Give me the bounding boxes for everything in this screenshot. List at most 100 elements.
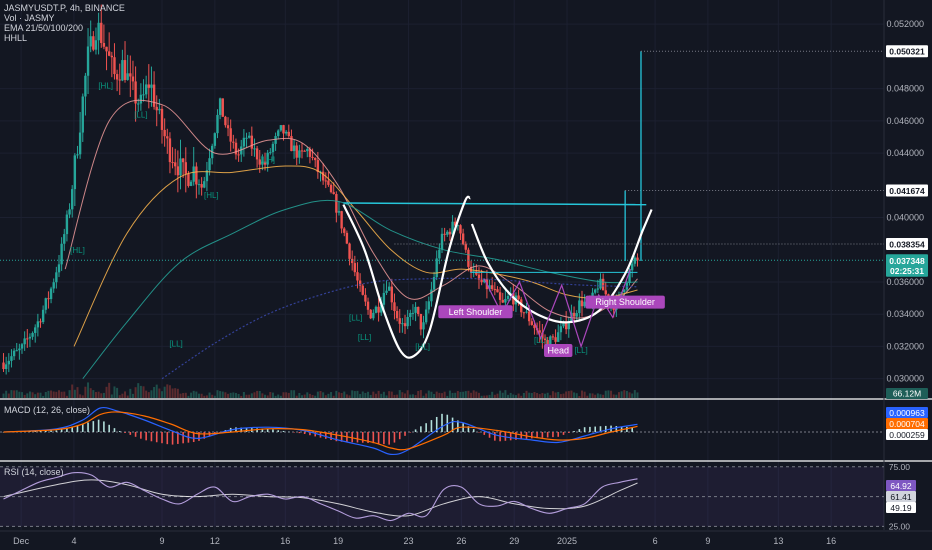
hhll-label-1: [HL] xyxy=(98,82,113,91)
candle-176 xyxy=(467,247,470,272)
volume-bar xyxy=(345,394,348,398)
candle-body xyxy=(345,232,349,244)
candle-body xyxy=(118,79,121,81)
candle-139 xyxy=(369,309,372,320)
volume-bar xyxy=(625,390,628,398)
macd-pane-label[interactable]: MACD (12, 26, close) xyxy=(4,405,91,415)
volume-bar xyxy=(224,392,227,398)
volume-bar xyxy=(269,392,272,398)
candle-2 xyxy=(7,353,11,373)
macd-value-bg xyxy=(886,429,928,440)
volume-bar xyxy=(623,390,626,398)
candle-26 xyxy=(70,185,74,218)
macd-hist-bar xyxy=(303,432,306,434)
candle-body xyxy=(628,270,631,284)
candle-208 xyxy=(551,334,555,341)
hhll-label-7: [LL] xyxy=(358,333,371,342)
candle-body xyxy=(530,321,534,325)
candle-217 xyxy=(575,310,578,321)
candle-body xyxy=(358,280,362,286)
candle-body xyxy=(179,158,182,176)
candle-body xyxy=(292,145,296,152)
rsi-pane-label[interactable]: RSI (14, close) xyxy=(4,467,64,477)
candle-body xyxy=(195,166,198,185)
candle-body xyxy=(31,332,34,337)
candle-body xyxy=(200,184,203,188)
candle-body xyxy=(583,301,586,307)
candle-body xyxy=(137,103,140,105)
volume-bar xyxy=(287,392,290,398)
rsi-value-bg xyxy=(886,502,916,513)
macd-hist-bar xyxy=(567,432,570,433)
candle-body xyxy=(549,336,552,349)
candle-body xyxy=(438,249,441,259)
volume-bar xyxy=(448,390,451,398)
volume-bar xyxy=(612,394,615,398)
candle-body xyxy=(295,145,298,158)
macd-hist-bar xyxy=(55,430,58,432)
legend-line-volume[interactable]: Vol · JASMY xyxy=(4,13,55,23)
rsi-value-2 xyxy=(886,502,916,513)
volume-bar xyxy=(282,392,285,398)
candle-body xyxy=(73,155,77,190)
volume-bar xyxy=(575,393,578,398)
candle-body xyxy=(189,181,193,186)
candle-4 xyxy=(12,348,16,361)
candle-body xyxy=(411,312,415,314)
volume-bar xyxy=(65,395,68,398)
candle-body xyxy=(205,170,209,182)
candle-160 xyxy=(424,301,428,325)
candle-101 xyxy=(269,148,272,155)
candle-body xyxy=(107,51,111,56)
volume-bar xyxy=(353,391,356,398)
candle-body xyxy=(327,180,330,185)
candle-240 xyxy=(636,253,639,267)
volume-bar xyxy=(155,384,158,398)
macd-hist-bar xyxy=(409,432,412,433)
macd-hist-bar xyxy=(383,432,385,445)
candle-56 xyxy=(150,66,153,107)
candle-body xyxy=(176,166,180,176)
volume-bar xyxy=(401,392,404,398)
hs-zigzag xyxy=(483,268,631,349)
candle-body xyxy=(340,211,343,229)
symbol-line[interactable]: JASMYUSDT.P, 4h, BINANCE xyxy=(4,3,125,13)
volume-bar xyxy=(617,392,620,398)
volume-bar xyxy=(591,393,594,398)
legend-line-hhll[interactable]: HHLL xyxy=(4,33,28,43)
rsi-value-0 xyxy=(886,480,916,491)
hhll-label-6: [LL] xyxy=(349,314,362,323)
candle-106 xyxy=(282,124,285,141)
volume-bar xyxy=(316,391,319,398)
volume-bar xyxy=(50,390,53,398)
volume-bar xyxy=(229,392,232,398)
macd-hist-bar xyxy=(377,432,380,444)
candle-196 xyxy=(520,296,523,317)
volume-bar xyxy=(250,393,253,398)
volume-bar xyxy=(472,390,475,398)
candle-7 xyxy=(20,342,24,354)
volume-bar xyxy=(298,392,301,398)
candle-body xyxy=(623,289,626,293)
candle-135 xyxy=(358,273,362,292)
candle-body xyxy=(364,294,367,302)
candle-67 xyxy=(179,139,182,190)
volume-bar xyxy=(211,394,214,398)
pattern-curve-0 xyxy=(342,195,472,359)
volume-bar xyxy=(602,394,605,398)
macd-hist-bar xyxy=(108,424,110,432)
candle-body xyxy=(245,137,248,139)
candle-214 xyxy=(567,316,570,338)
volume-bar xyxy=(573,392,576,398)
price-label-text-0: 0.050321 xyxy=(889,47,925,57)
volume-bar xyxy=(274,395,277,398)
volume-bar xyxy=(184,392,187,398)
price-label-2 xyxy=(886,238,928,251)
candle-59 xyxy=(158,98,161,115)
candle-body xyxy=(380,304,383,313)
rsi-value-text-2: 49.19 xyxy=(890,503,912,513)
legend-line-ema[interactable]: EMA 21/50/100/200 xyxy=(4,23,84,33)
macd-hist-bar xyxy=(499,432,501,442)
volume-bar xyxy=(340,392,343,398)
candle-body xyxy=(385,290,388,293)
